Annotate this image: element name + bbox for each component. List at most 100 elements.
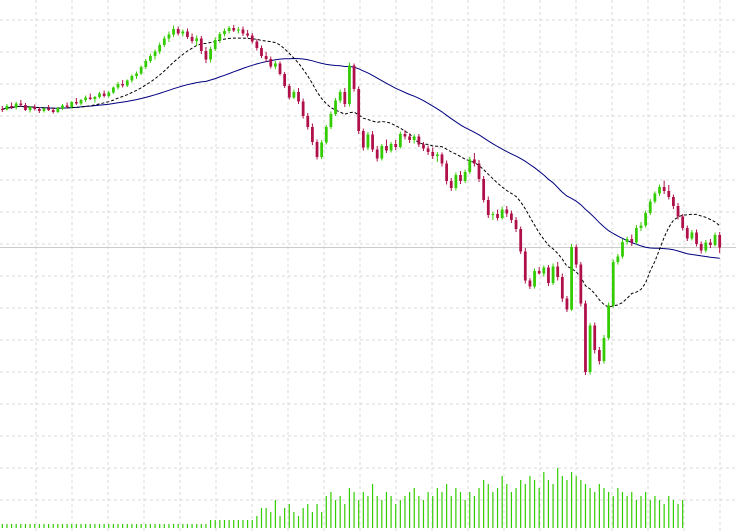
candle-body — [74, 102, 78, 104]
candle — [551, 263, 555, 285]
candle-body — [648, 201, 652, 213]
candle — [398, 131, 402, 149]
candle — [250, 33, 254, 44]
candle-body — [681, 216, 685, 228]
candle — [523, 248, 527, 284]
candle — [292, 89, 296, 99]
candle-body — [116, 84, 120, 88]
candle — [709, 239, 712, 248]
candle-body — [704, 242, 708, 251]
candle-body — [107, 92, 111, 96]
candle — [70, 101, 74, 109]
candle-body — [547, 267, 550, 283]
candle-body — [0, 109, 4, 110]
candle — [389, 142, 393, 153]
candle — [24, 103, 27, 111]
candle-body — [380, 146, 384, 159]
candle-body — [218, 34, 222, 40]
candle — [597, 347, 601, 365]
candle — [121, 80, 125, 88]
candle-body — [713, 235, 717, 245]
candle-body — [88, 97, 92, 99]
candle — [593, 322, 597, 354]
candle — [422, 142, 425, 151]
candle-body — [690, 232, 694, 239]
candle — [482, 176, 486, 203]
candle-body — [33, 107, 37, 109]
candle-body — [102, 93, 106, 96]
candle — [366, 132, 370, 150]
candle — [61, 104, 64, 110]
candle-body — [676, 206, 680, 217]
candle-body — [500, 209, 504, 218]
candle-body — [473, 159, 476, 164]
candle-body — [260, 48, 263, 56]
candle — [334, 98, 337, 116]
candle-body — [398, 134, 402, 147]
candle-body — [375, 149, 379, 159]
candle — [315, 139, 319, 160]
candle-body — [144, 61, 148, 67]
candle — [269, 56, 273, 69]
candle-body — [426, 148, 430, 152]
candle-body — [537, 271, 541, 274]
candle-body — [236, 29, 240, 31]
candle — [408, 133, 411, 143]
candle-body — [459, 175, 462, 181]
candle — [514, 217, 518, 232]
candle — [662, 180, 666, 194]
candle-body — [463, 172, 467, 181]
candle-body — [84, 97, 88, 100]
candle — [667, 185, 671, 200]
candle — [611, 259, 615, 308]
candle — [273, 61, 277, 69]
candle — [496, 209, 499, 221]
candle — [246, 30, 249, 38]
candle — [320, 140, 324, 159]
candle-body — [348, 65, 351, 104]
candle-body — [311, 127, 314, 142]
candle-body — [699, 244, 703, 251]
candle-body — [357, 89, 361, 131]
candle — [385, 139, 388, 153]
candle — [352, 63, 356, 92]
candle-body — [19, 103, 23, 105]
candle-body — [385, 146, 388, 151]
candle — [227, 26, 231, 34]
candle-body — [162, 38, 166, 45]
candle-body — [334, 100, 337, 114]
candle-body — [435, 154, 439, 156]
candle-body — [223, 31, 226, 34]
candle — [5, 104, 9, 111]
candle-body — [14, 103, 18, 108]
candle — [547, 265, 550, 286]
candle — [695, 229, 698, 247]
candle — [380, 144, 384, 161]
candle — [232, 25, 236, 32]
candle — [477, 160, 481, 182]
candle-body — [607, 305, 610, 338]
candle-body — [28, 107, 32, 110]
candle — [176, 26, 180, 36]
candle-body — [551, 266, 555, 283]
candle-body — [486, 200, 490, 215]
candle — [435, 152, 439, 162]
volume-bars — [1, 468, 684, 528]
candle-body — [172, 29, 175, 35]
candle — [403, 130, 407, 140]
candle — [301, 98, 305, 119]
candle — [348, 62, 351, 107]
candle — [570, 244, 573, 311]
candle-body — [199, 38, 203, 51]
candle-body — [477, 163, 481, 179]
candle — [125, 79, 129, 87]
candle-body — [283, 74, 287, 86]
candle-body — [662, 187, 666, 191]
candle-body — [246, 33, 249, 36]
candle-body — [584, 303, 587, 372]
candle — [167, 31, 171, 42]
candle-body — [667, 191, 671, 197]
candle-body — [491, 214, 495, 215]
candle — [681, 214, 685, 231]
candle — [625, 236, 629, 245]
